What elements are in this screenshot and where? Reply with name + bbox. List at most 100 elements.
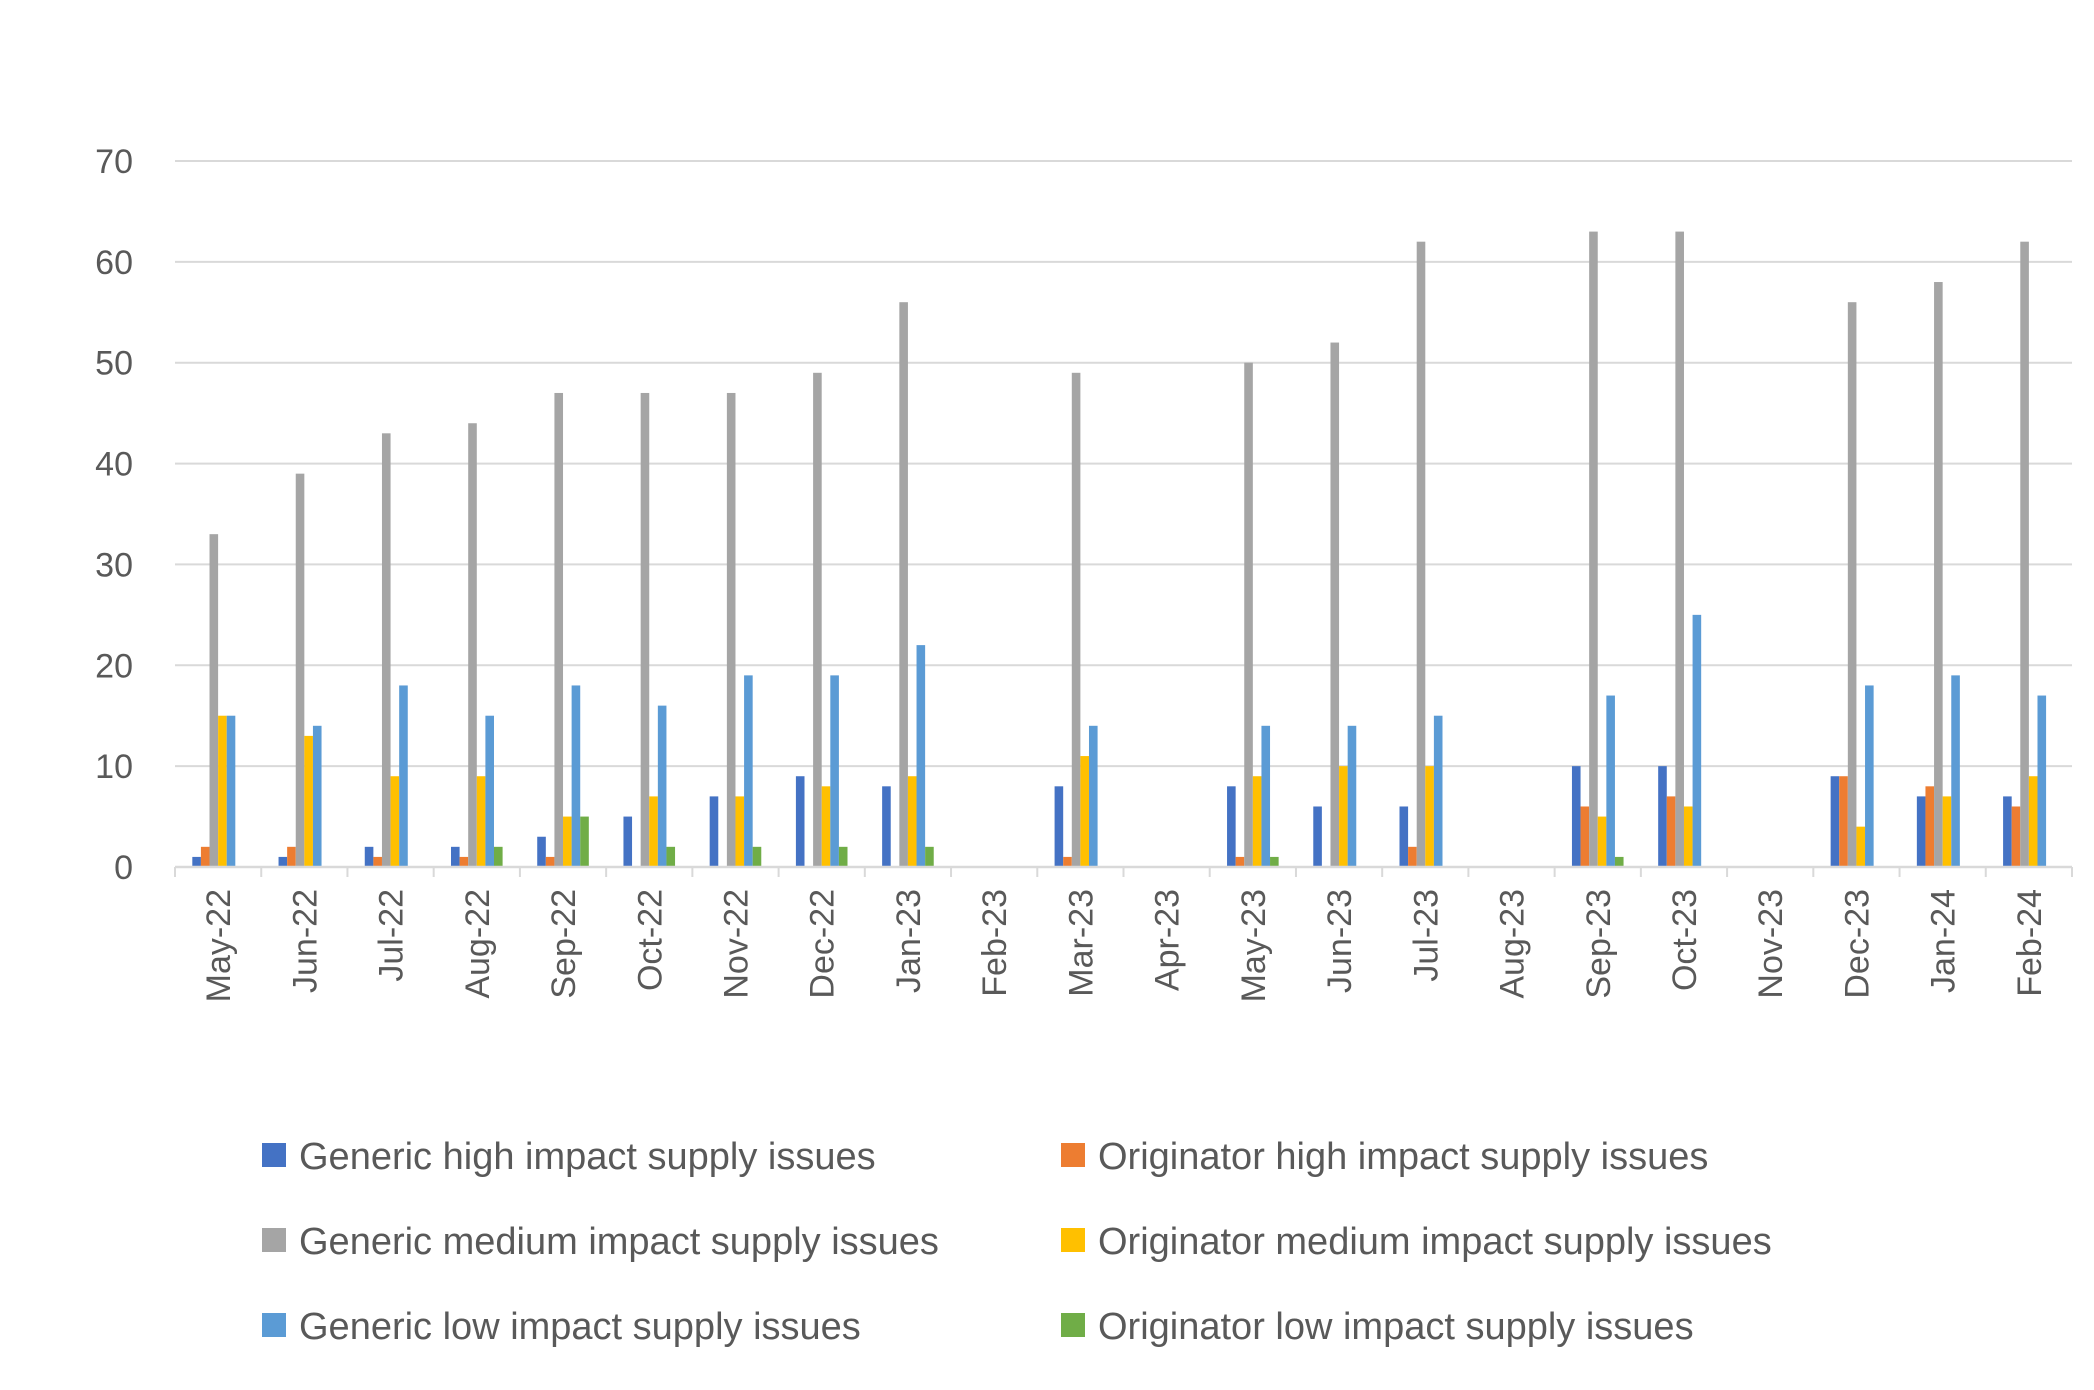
- legend-item: Originator high impact supply issues: [1061, 1136, 1708, 1178]
- x-tick-label: May-23: [1235, 889, 1273, 1002]
- bar: [2028, 776, 2038, 867]
- bar: [1951, 675, 1960, 867]
- bar: [925, 846, 934, 867]
- bar: [726, 392, 736, 867]
- bar: [830, 675, 839, 867]
- y-tick-label: 70: [95, 143, 133, 181]
- bar: [468, 423, 477, 867]
- bar: [1916, 796, 1926, 867]
- bar: [390, 776, 400, 867]
- bar: [537, 836, 546, 867]
- bar: [381, 433, 391, 867]
- bar: [907, 776, 917, 867]
- bar: [1330, 342, 1340, 867]
- bar: [459, 856, 469, 867]
- bar: [450, 846, 460, 867]
- bar: [554, 392, 564, 867]
- x-tick-label: Jan-24: [1925, 889, 1963, 993]
- legend-swatch: [1061, 1313, 1085, 1337]
- bar: [1666, 796, 1676, 867]
- bar: [1839, 776, 1848, 867]
- legend-swatch: [262, 1228, 286, 1252]
- bar: [752, 846, 762, 867]
- bar: [1416, 241, 1426, 867]
- legend-label: Originator medium impact supply issues: [1098, 1221, 1772, 1263]
- bar: [1847, 302, 1857, 867]
- bar: [1080, 756, 1089, 867]
- bar: [1339, 766, 1348, 867]
- bar: [1071, 372, 1081, 867]
- y-tick-label: 50: [95, 345, 133, 383]
- legend-item: Generic low impact supply issues: [262, 1306, 861, 1348]
- gridlines: [175, 160, 2072, 768]
- bar: [1606, 695, 1615, 867]
- bar: [1063, 856, 1072, 867]
- legend: Generic high impact supply issues Origina…: [262, 1136, 1772, 1348]
- bar: [1054, 786, 1064, 867]
- legend-item: Generic high impact supply issues: [262, 1136, 876, 1178]
- x-tick-label: Sep-23: [1580, 889, 1618, 999]
- legend-label: Generic high impact supply issues: [299, 1136, 876, 1178]
- bar: [1235, 856, 1245, 867]
- x-tick-label: Oct-23: [1666, 889, 1704, 991]
- bar: [709, 796, 719, 867]
- y-tick-label: 60: [95, 244, 133, 282]
- legend-label: Originator low impact supply issues: [1098, 1306, 1694, 1348]
- legend-label: Generic medium impact supply issues: [299, 1221, 939, 1263]
- bar: [192, 856, 201, 867]
- bar: [1227, 786, 1236, 867]
- bar: [476, 776, 486, 867]
- bar: [399, 685, 408, 867]
- bar: [813, 372, 822, 867]
- bar: [364, 846, 374, 867]
- bar: [640, 392, 650, 867]
- bar: [666, 846, 676, 867]
- x-tick-label: May-22: [200, 889, 238, 1002]
- x-tick-label: Feb-23: [976, 889, 1014, 997]
- bar: [1856, 826, 1866, 867]
- x-tick-label: Mar-23: [1062, 889, 1100, 997]
- bar: [1580, 806, 1590, 867]
- bar: [1614, 856, 1624, 867]
- bar: [545, 856, 555, 867]
- x-tick-label: Aug-23: [1494, 889, 1532, 999]
- bar: [226, 715, 236, 867]
- y-tick-label: 30: [95, 546, 133, 584]
- bar: [571, 685, 581, 867]
- bar: [200, 846, 210, 867]
- bar: [287, 846, 296, 867]
- x-tick-label: Dec-22: [804, 889, 842, 999]
- x-axis: [174, 865, 2073, 877]
- bar: [2020, 241, 2029, 867]
- bar: [1925, 786, 1935, 867]
- bar: [1270, 856, 1279, 867]
- bar: [1597, 816, 1607, 867]
- bar: [1252, 776, 1262, 867]
- bar: [1399, 806, 1409, 867]
- bar: [1865, 685, 1874, 867]
- x-tick-label: Apr-23: [1149, 889, 1187, 991]
- bar: [1692, 614, 1702, 867]
- bar: [1675, 231, 1684, 868]
- bar: [278, 856, 288, 867]
- bar: [1942, 796, 1952, 867]
- bar: [1347, 725, 1357, 867]
- bar: [1244, 362, 1253, 867]
- bar: [657, 705, 667, 867]
- bar: [485, 715, 494, 867]
- bar: [1408, 846, 1417, 867]
- legend-item: Originator medium impact supply issues: [1061, 1221, 1772, 1263]
- bar: [838, 846, 848, 867]
- bar: [218, 715, 227, 867]
- bar: [1313, 806, 1322, 867]
- bar: [1261, 725, 1271, 867]
- bar: [899, 302, 908, 867]
- bar: [563, 816, 572, 867]
- y-tick-label: 0: [114, 849, 133, 887]
- bar: [1934, 282, 1943, 867]
- x-tick-label: Oct-22: [631, 889, 669, 991]
- x-tick-label: Jun-22: [286, 889, 324, 993]
- x-tick-label: Jun-23: [1321, 889, 1359, 993]
